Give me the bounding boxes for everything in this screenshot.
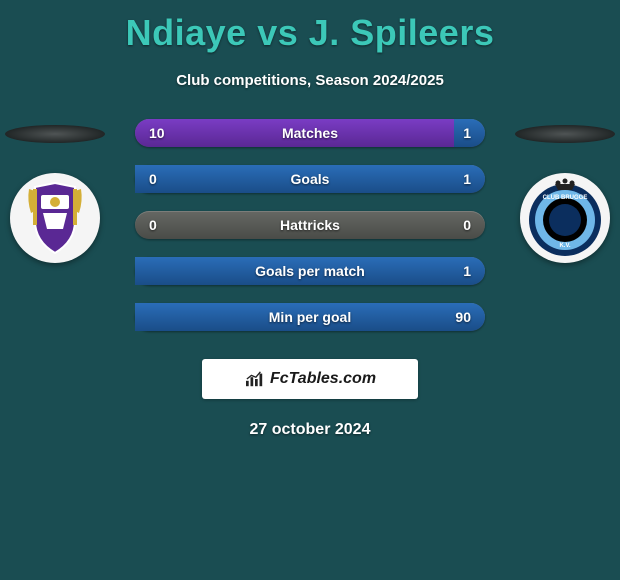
left-club-badge [10, 173, 100, 263]
avatar-shadow [5, 125, 105, 143]
brand-label: FcTables.com [270, 370, 376, 388]
date-label: 27 october 2024 [0, 421, 620, 439]
avatar-shadow [515, 125, 615, 143]
stat-right-value: 1 [463, 171, 471, 187]
stat-row: 0 Goals 1 [135, 165, 485, 193]
stat-right-value: 0 [463, 217, 471, 233]
subtitle: Club competitions, Season 2024/2025 [0, 72, 620, 89]
brand-box: FcTables.com [202, 359, 418, 399]
stat-right-value: 1 [463, 125, 471, 141]
right-club-badge: CLUB BRUGGE K.V. [520, 173, 610, 263]
stat-left-value: 0 [149, 171, 157, 187]
club-brugge-crest-icon: CLUB BRUGGE K.V. [525, 178, 605, 258]
stat-row: 0 Hattricks 0 [135, 211, 485, 239]
svg-text:K.V.: K.V. [559, 243, 570, 249]
left-player-column [0, 119, 110, 263]
stat-label: Hattricks [280, 217, 340, 233]
stat-label: Goals [291, 171, 330, 187]
stat-row: Goals per match 1 [135, 257, 485, 285]
stat-right-value: 90 [455, 309, 471, 325]
stats-list: 10Matches10Goals10Hattricks0Goals per ma… [135, 119, 485, 331]
stat-left-value: 10 [149, 125, 165, 141]
chart-icon [244, 370, 266, 388]
stat-row: Min per goal 90 [135, 303, 485, 331]
stat-left-value: 0 [149, 217, 157, 233]
stat-label: Min per goal [269, 309, 351, 325]
page-title: Ndiaye vs J. Spileers [0, 0, 620, 54]
comparison-panel: CLUB BRUGGE K.V. 10Matches10Goals10Hattr… [0, 119, 620, 439]
anderlecht-crest-icon [23, 181, 87, 255]
stat-row: 10 Matches 1 [135, 119, 485, 147]
stat-label: Goals per match [255, 263, 365, 279]
right-player-column: CLUB BRUGGE K.V. [510, 119, 620, 263]
stat-label: Matches [282, 125, 338, 141]
svg-text:CLUB BRUGGE: CLUB BRUGGE [543, 195, 588, 201]
stat-right-value: 1 [463, 263, 471, 279]
